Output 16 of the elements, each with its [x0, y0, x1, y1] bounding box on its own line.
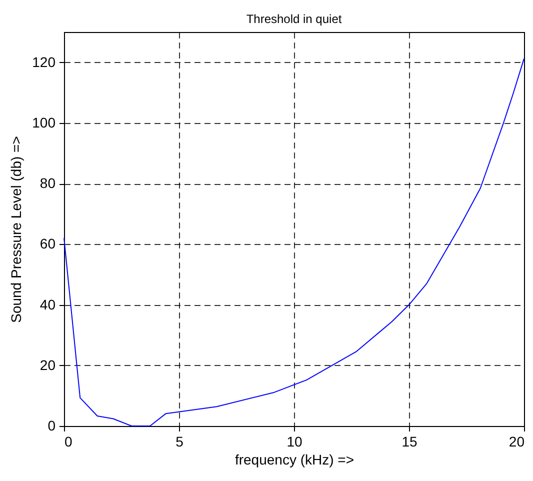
chart-title: Threshold in quiet [246, 12, 342, 26]
y-tick-label: 40 [40, 296, 56, 312]
y-tick-label: 60 [40, 236, 56, 252]
y-tick-label: 120 [32, 54, 56, 70]
x-axis-title: frequency (kHz) => [234, 452, 354, 468]
y-tick-label: 20 [40, 356, 56, 373]
line-series [64, 58, 524, 426]
y-tick-label: 100 [32, 114, 56, 130]
x-tick-label: 0 [64, 434, 72, 450]
y-tick-label: 80 [40, 175, 56, 192]
x-tick-label: 20 [508, 434, 525, 450]
x-tick-label: 15 [402, 434, 418, 450]
x-tick-label: 5 [176, 434, 184, 450]
x-tick-label: 10 [286, 434, 302, 450]
y-axis-title: Sound Pressure Level (db) => [8, 136, 24, 323]
y-tick-label: 0 [48, 418, 56, 434]
